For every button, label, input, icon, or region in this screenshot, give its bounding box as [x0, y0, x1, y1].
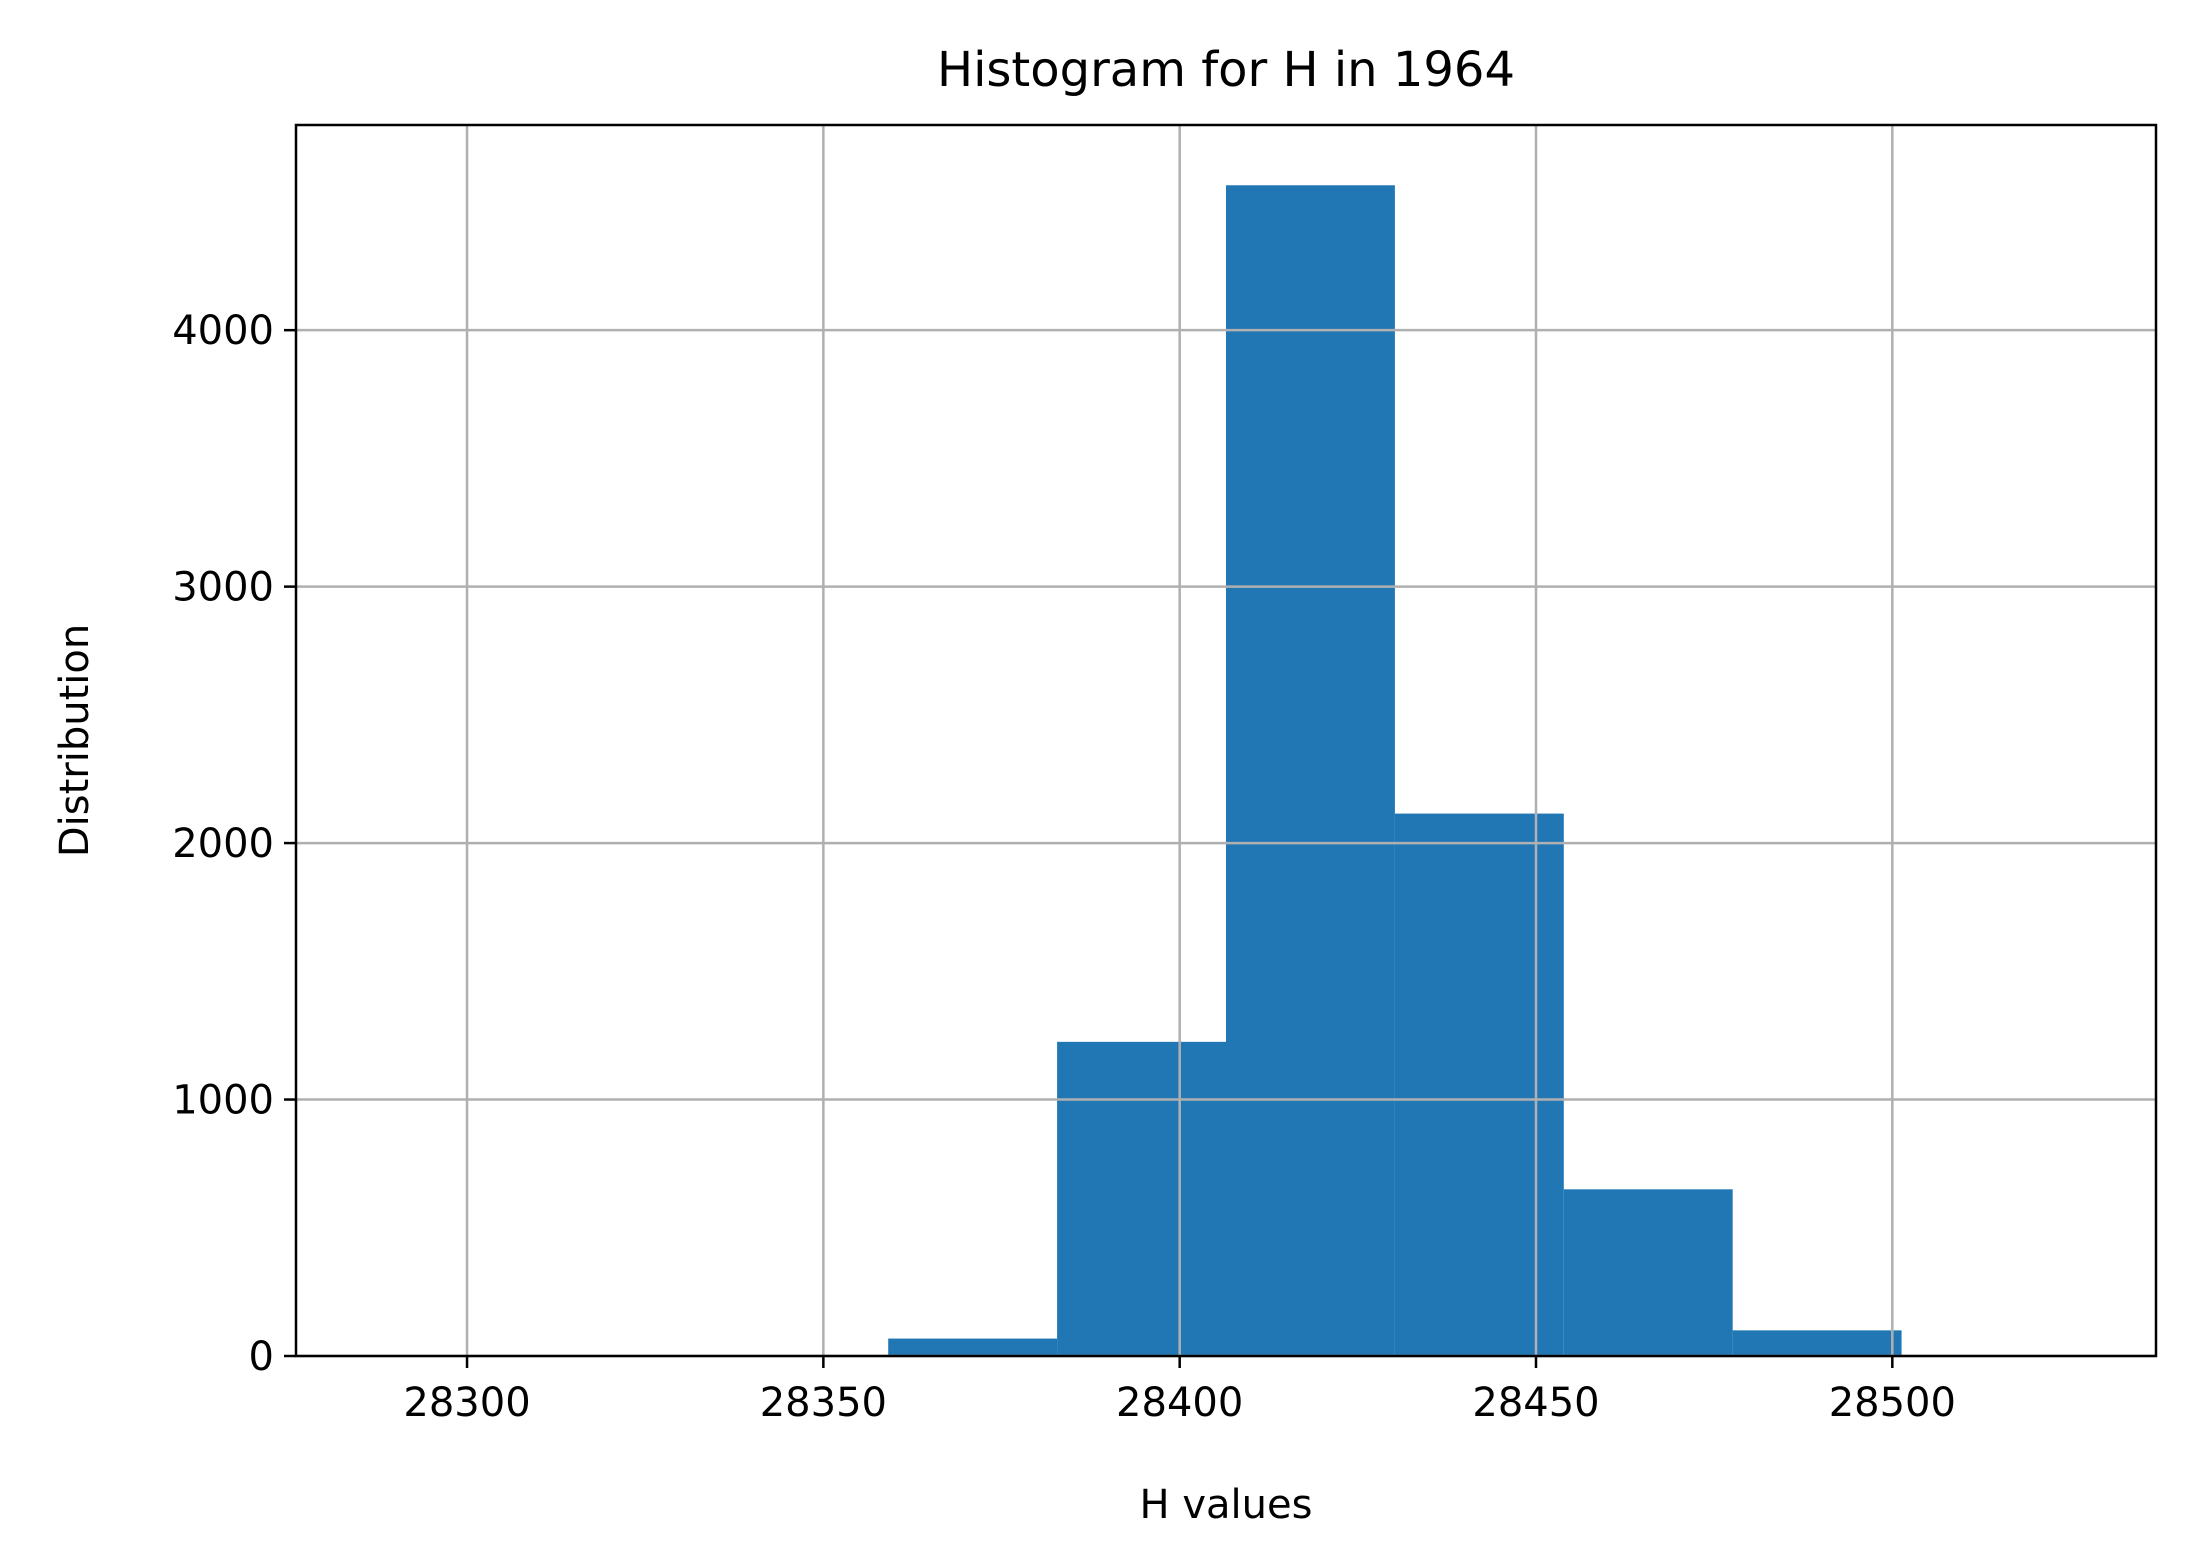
histogram-bar-7	[1563, 1189, 1733, 1356]
y-tick-label: 3000	[172, 565, 274, 611]
x-tick-label: 28450	[1472, 1380, 1599, 1426]
plot-area-frame	[294, 123, 2158, 1358]
histogram-bar-5	[1226, 185, 1395, 1357]
y-tick-label: 0	[249, 1334, 274, 1380]
x-tick-label: 28300	[403, 1380, 530, 1426]
histogram-bar-6	[1394, 813, 1564, 1356]
y-tick-label: 4000	[172, 308, 274, 354]
chart-title: Histogram for H in 1964	[937, 42, 1515, 98]
x-tick-label: 28500	[1829, 1380, 1956, 1426]
y-tick-label: 1000	[172, 1078, 274, 1124]
y-axis-ticks: 0 1000 2000 3000 4000	[172, 308, 296, 1380]
x-tick-label: 28400	[1116, 1380, 1243, 1426]
y-axis-title: Distribution	[52, 624, 98, 857]
histogram-bar-4	[1057, 1041, 1226, 1356]
x-axis-title: H values	[1140, 1482, 1313, 1528]
histogram-bar-8	[1732, 1330, 1902, 1356]
histogram-bar-3	[888, 1338, 1058, 1356]
y-tick-label: 2000	[172, 821, 274, 867]
x-axis-ticks: 28300 28350 28400 28450 28500	[403, 1356, 1956, 1426]
x-tick-label: 28350	[760, 1380, 887, 1426]
